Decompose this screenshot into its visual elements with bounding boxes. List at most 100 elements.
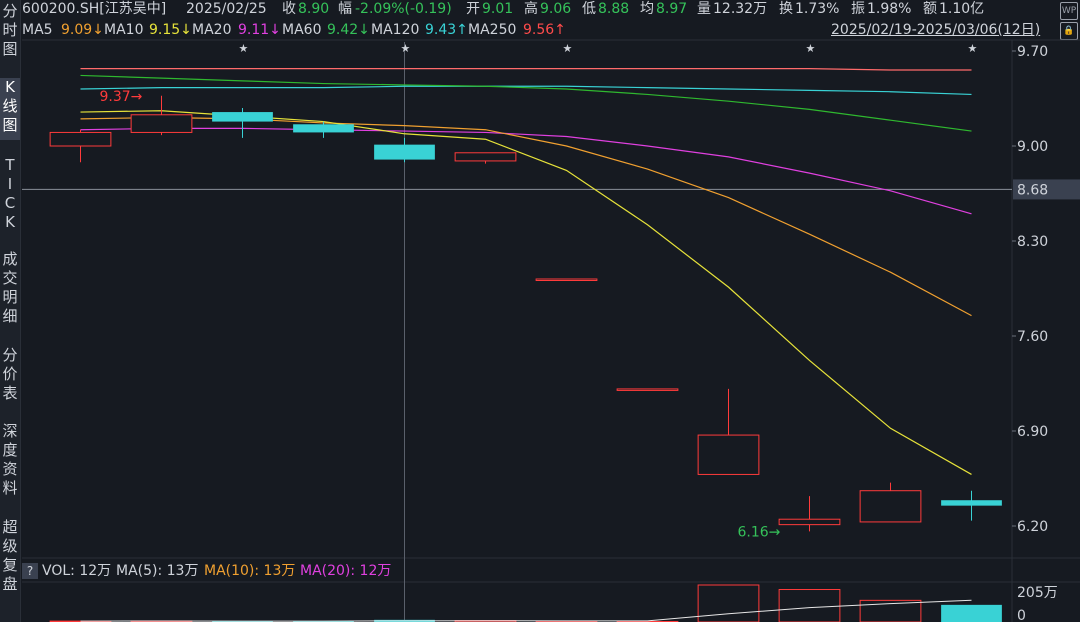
side-tab-char: 明 xyxy=(2,288,18,306)
ma60-label: MA60 xyxy=(282,22,322,38)
ma5-line xyxy=(80,110,972,475)
candle-body-down[interactable] xyxy=(941,500,1002,506)
side-tab-char: C xyxy=(4,194,16,212)
close-value: 8.90 xyxy=(298,1,330,17)
wp-icon[interactable]: WP xyxy=(1060,2,1078,20)
high-label: 高 xyxy=(524,1,538,17)
event-star-icon[interactable]: ★ xyxy=(806,42,816,55)
side-tab-char: 分 xyxy=(2,346,18,364)
candle-body-up[interactable] xyxy=(454,152,517,162)
candle-body-down[interactable] xyxy=(374,144,435,160)
ma60-line xyxy=(80,74,972,132)
amount-label: 额 xyxy=(923,1,937,17)
side-tab-char: 分 xyxy=(2,2,18,20)
price-tick-label: 7.60 xyxy=(1017,329,1048,345)
side-tab-char: 交 xyxy=(2,269,18,287)
vol-ma5-label: MA(5): 13万 xyxy=(116,563,199,579)
ma5-value: 9.09↓ xyxy=(61,22,104,38)
ma20-value: 9.11↓ xyxy=(238,22,281,38)
volume-ma5-line xyxy=(80,599,972,622)
volume-axis-bottom: 0 xyxy=(1017,608,1026,622)
candle-body-up[interactable] xyxy=(49,131,112,147)
high-price-marker: 9.37→ xyxy=(100,89,143,105)
side-tab-char: K xyxy=(5,213,15,231)
side-tab-char: 成 xyxy=(2,250,18,268)
candle-body-up[interactable] xyxy=(130,114,193,133)
side-tab-char: 图 xyxy=(2,116,18,134)
ma250-value: 9.56↑ xyxy=(523,22,566,38)
current-price-label: 8.68 xyxy=(1017,182,1048,198)
avg-label: 均 xyxy=(640,1,654,17)
side-tab-char: 线 xyxy=(2,97,18,115)
candle-body-up[interactable] xyxy=(697,434,760,475)
stock-code: 600200.SH[江苏吴中] xyxy=(22,1,167,17)
price-tick-label: 8.30 xyxy=(1017,234,1048,250)
candle-body-up[interactable] xyxy=(616,388,679,391)
side-tab-char: 细 xyxy=(2,307,18,325)
side-tab-char: 资 xyxy=(2,460,18,478)
vol-label: VOL: 12万 xyxy=(42,563,112,579)
date-range-selector[interactable]: 2025/02/19-2025/03/06(12日) xyxy=(831,22,1041,38)
tab-super-review[interactable]: 超级复盘 xyxy=(0,518,20,598)
side-tab-char: 表 xyxy=(2,384,18,402)
event-star-icon[interactable]: ★ xyxy=(401,42,411,55)
ma10-value: 9.15↓ xyxy=(149,22,192,38)
low-price-marker: 6.16→ xyxy=(738,524,781,540)
tab-trade-detail[interactable]: 成交明细 xyxy=(0,250,20,330)
low-label: 低 xyxy=(582,1,596,17)
side-tab-char: 图 xyxy=(2,40,18,58)
event-star-icon[interactable]: ★ xyxy=(239,42,249,55)
quote-info-bar: 600200.SH[江苏吴中] 2025/02/25 收 8.90 幅 -2.0… xyxy=(0,0,1080,20)
turnover-label: 换 xyxy=(779,1,793,17)
volume-axis-top: 205万 xyxy=(1017,585,1058,601)
amplitude-label: 振 xyxy=(851,1,865,17)
ma20-line xyxy=(80,127,972,215)
quote-date: 2025/02/25 xyxy=(186,1,267,17)
open-label: 开 xyxy=(466,1,480,17)
close-label: 收 xyxy=(282,1,296,17)
price-tick-label: 9.70 xyxy=(1017,44,1048,60)
ma10-line xyxy=(80,116,972,317)
ma250-line xyxy=(80,68,972,71)
volume-help-icon[interactable]: ? xyxy=(22,563,38,579)
price-tick-label: 6.90 xyxy=(1017,424,1048,440)
change-value: -2.09%(-0.19) xyxy=(355,1,452,17)
volume-label: 量 xyxy=(697,1,711,17)
side-tab-char: 深 xyxy=(2,422,18,440)
open-value: 9.01 xyxy=(482,1,514,17)
price-tick-label: 9.00 xyxy=(1017,139,1048,155)
side-tab-char: 复 xyxy=(2,556,18,574)
side-tab-char: I xyxy=(7,175,13,193)
side-tab-char: 时 xyxy=(2,21,18,39)
ma60-value: 9.42↓ xyxy=(327,22,370,38)
current-price-tag xyxy=(1013,179,1080,200)
candle-body-down[interactable] xyxy=(212,112,273,122)
event-star-icon[interactable]: ★ xyxy=(968,42,978,55)
side-tab-char: 料 xyxy=(2,479,18,497)
ma250-label: MA250 xyxy=(468,22,517,38)
price-tick-label: 6.20 xyxy=(1017,519,1048,535)
candle-body-up[interactable] xyxy=(535,278,598,281)
ma120-label: MA120 xyxy=(371,22,420,38)
volume-bar-down xyxy=(941,604,1002,622)
side-tab-char: 价 xyxy=(2,365,18,383)
change-label: 幅 xyxy=(338,1,352,17)
candle-body-up[interactable] xyxy=(859,490,922,523)
ma-legend-bar: MA5 9.09↓ MA10 9.15↓ MA20 9.11↓ MA60 9.4… xyxy=(0,20,1080,40)
tab-deep-info[interactable]: 深度资料 xyxy=(0,422,20,502)
candle-body-up[interactable] xyxy=(778,518,841,526)
tab-time-chart[interactable]: 分时图 xyxy=(0,2,20,62)
volume-bar-up xyxy=(697,584,760,622)
turnover-value: 1.73% xyxy=(795,1,840,17)
ma5-label: MA5 xyxy=(22,22,53,38)
event-star-icon[interactable]: ★ xyxy=(563,42,573,55)
ma10-label: MA10 xyxy=(104,22,144,38)
side-tab-char: 超 xyxy=(2,518,18,536)
tab-price-table[interactable]: 分价表 xyxy=(0,346,20,408)
amplitude-value: 1.98% xyxy=(867,1,912,17)
candle-body-down[interactable] xyxy=(293,124,354,133)
